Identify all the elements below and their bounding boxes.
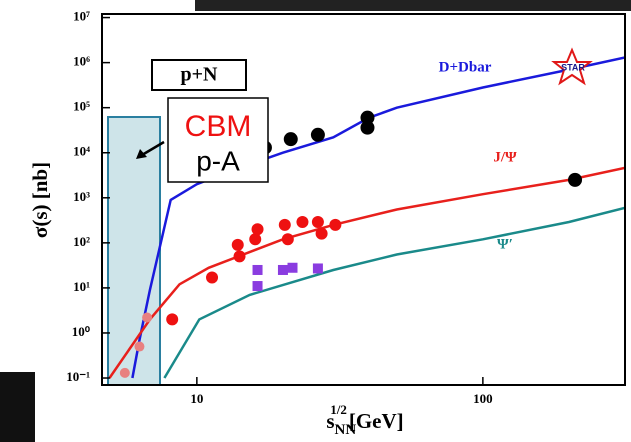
curve-label: J/Ψ <box>493 149 517 165</box>
point <box>329 218 342 231</box>
point <box>287 262 298 273</box>
y-tick-label: 10⁷ <box>73 9 90 24</box>
label-box <box>151 59 247 91</box>
point <box>142 312 153 323</box>
point <box>296 216 309 229</box>
y-tick-label: 10⁵ <box>73 99 90 114</box>
point <box>252 264 263 275</box>
point <box>252 281 263 292</box>
point <box>231 238 244 251</box>
x-title-base: s <box>326 409 334 433</box>
curve <box>131 56 625 379</box>
y-tick-label: 10¹ <box>73 279 90 294</box>
point <box>278 218 291 231</box>
x-title-sup: 1/2 <box>330 402 347 417</box>
x-axis-title: sNN 1/2[GeV] <box>326 402 403 438</box>
point <box>281 233 294 246</box>
y-tick-label: 10⁰ <box>72 324 91 339</box>
curve <box>108 166 625 379</box>
curve-label: Ψ′ <box>497 236 513 252</box>
x-tick-label: 10 <box>190 391 203 406</box>
y-tick-label: 10³ <box>73 189 90 204</box>
curve <box>163 206 625 379</box>
point <box>315 227 328 240</box>
point <box>283 132 298 147</box>
point <box>119 367 130 378</box>
y-tick-label: 10² <box>73 234 90 249</box>
point <box>277 264 288 275</box>
x-title-sub: NN <box>335 422 357 438</box>
x-tick-label: 100 <box>473 391 493 406</box>
system-label: p+N <box>181 64 219 86</box>
star-logo <box>551 47 593 86</box>
y-tick-label: 10⁴ <box>73 144 90 159</box>
curve-label: D+Dbar <box>439 59 492 75</box>
point <box>249 233 262 246</box>
x-title-unit: [GeV] <box>349 409 404 433</box>
facility-system-label: p-A <box>196 145 240 176</box>
arrow-head <box>136 149 147 159</box>
cbm-range <box>107 116 161 386</box>
arrow <box>141 140 165 157</box>
point <box>206 271 219 284</box>
frame <box>101 13 626 386</box>
point <box>251 223 264 236</box>
facility-label: CBM <box>185 110 252 143</box>
point <box>233 250 246 263</box>
point <box>360 120 375 135</box>
facility-box <box>167 97 269 183</box>
y-tick-label: 10⁶ <box>73 54 90 69</box>
point <box>310 127 325 142</box>
point <box>134 341 145 352</box>
y-axis-title: σ(s) [nb] <box>28 162 52 238</box>
point <box>360 110 375 125</box>
point <box>312 263 323 274</box>
background-bar <box>0 372 35 442</box>
point <box>311 216 324 229</box>
y-tick-label: 10⁻¹ <box>66 369 90 384</box>
point <box>568 172 583 187</box>
experiment-label: STAR <box>561 62 585 72</box>
background-bar <box>195 0 631 11</box>
point <box>166 313 179 326</box>
